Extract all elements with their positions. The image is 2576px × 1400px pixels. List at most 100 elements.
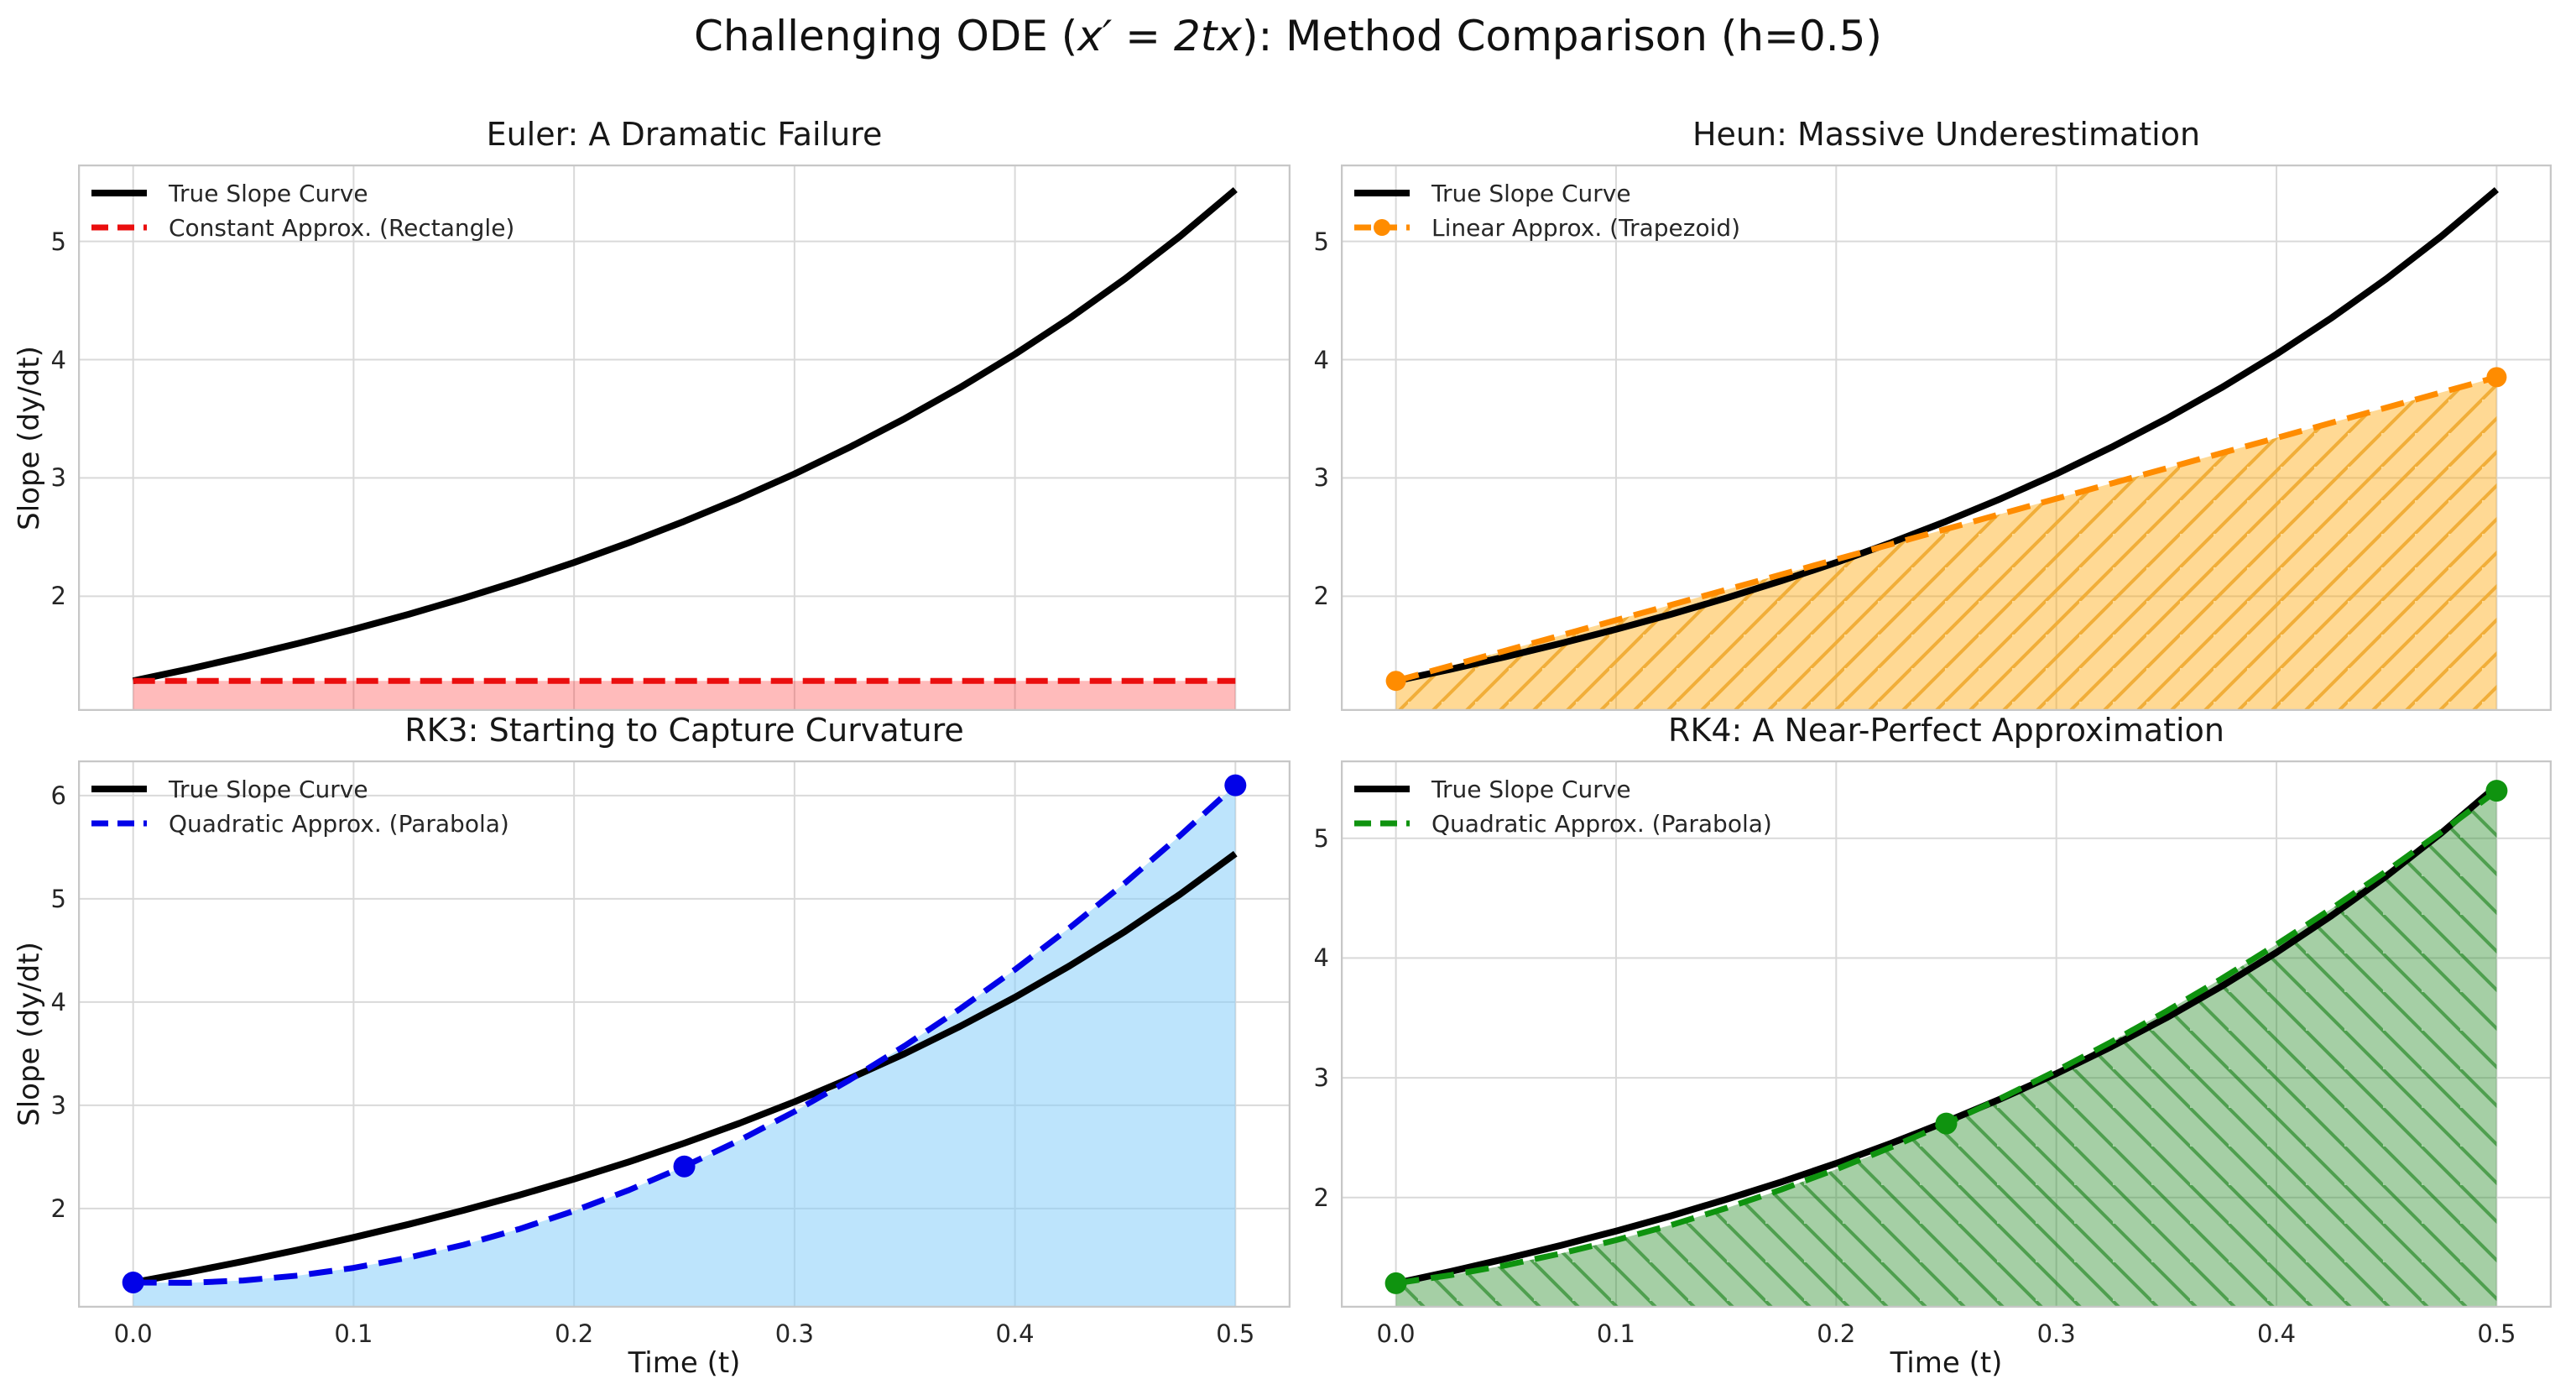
legend-label: True Slope Curve (1431, 775, 1631, 803)
legend-label: True Slope Curve (169, 179, 368, 207)
y-tick-label: 2 (50, 1194, 66, 1223)
marker-dot-rk4 (2485, 780, 2508, 802)
fill-hatch-heun (1395, 377, 2497, 711)
legend-label: Quadratic Approx. (Parabola) (1431, 809, 1772, 838)
chart-svg-euler (78, 165, 1291, 711)
y-tick-label: 4 (50, 345, 66, 374)
legend-item: Constant Approx. (Rectangle) (91, 213, 515, 242)
figure-title: Challenging ODE (x′ = 2tx): Method Compa… (0, 12, 2576, 60)
figure-title-suffix: ): Method Comparison (h=0.5) (1241, 12, 1882, 60)
legend-rk3: True Slope Curve Quadratic Approx. (Parab… (91, 775, 509, 838)
axes-spines (1341, 165, 2552, 711)
legend-item: True Slope Curve (91, 775, 509, 803)
y-tick-label: 4 (1313, 345, 1329, 374)
legend-line-swatch (1354, 180, 1410, 206)
y-tick-label: 3 (1313, 1063, 1329, 1093)
legend-item: Quadratic Approx. (Parabola) (1354, 809, 1772, 838)
fill-region-rk3 (133, 785, 1236, 1308)
legend-line-swatch (91, 810, 147, 837)
axes-spines (78, 165, 1291, 711)
x-axis-label: Time (t) (628, 1346, 741, 1380)
x-tick-label: 0.3 (774, 1319, 814, 1348)
legend-line-swatch (1354, 810, 1410, 837)
marker-dot-rk4 (1935, 1112, 1958, 1135)
x-tick-label: 0.2 (1817, 1319, 1856, 1348)
subplot-euler: Euler: A Dramatic Failure Slope (dy/dt) … (13, 116, 1291, 711)
chart-svg-heun (1341, 165, 2552, 711)
legend-line-swatch (91, 214, 147, 241)
legend-label: Quadratic Approx. (Parabola) (169, 809, 509, 838)
subplot-heun: Heun: Massive Underestimation 2 3 4 5 True S… (1314, 116, 2552, 711)
y-tick-label: 5 (1313, 227, 1329, 256)
true-slope-curve-rk3 (132, 850, 1238, 1286)
subplot-heun-title: Heun: Massive Underestimation (1692, 116, 2201, 153)
plot-area-heun (1341, 165, 2552, 711)
legend-heun: True Slope Curve Linear Approx. (Trapezoi… (1354, 179, 1741, 242)
x-tick-label: 0.0 (113, 1319, 153, 1348)
marker-dot-rk3 (673, 1155, 696, 1178)
legend-label: True Slope Curve (169, 775, 368, 803)
figure-title-prefix: Challenging ODE ( (694, 12, 1078, 60)
plot-area-euler (78, 165, 1291, 711)
legend-item: True Slope Curve (1354, 179, 1740, 207)
y-tick-label: 2 (1313, 1183, 1329, 1212)
x-tick-label: 0.5 (1216, 1319, 1255, 1348)
true-slope-curve-euler (132, 186, 1238, 685)
marker-dot-rk3 (1224, 774, 1247, 797)
legend-label: Linear Approx. (Trapezoid) (1431, 213, 1741, 242)
subplot-rk4-title: RK4: A Near-Perfect Approximation (1668, 712, 2224, 749)
y-tick-label: 4 (1313, 943, 1329, 973)
legend-line-swatch (1354, 214, 1410, 241)
x-tick-label: 0.3 (2036, 1319, 2076, 1348)
y-tick-label: 2 (1313, 582, 1329, 611)
x-tick-label: 0.0 (1376, 1319, 1416, 1348)
x-tick-label: 0.4 (2256, 1319, 2297, 1348)
subplot-euler-title: Euler: A Dramatic Failure (486, 116, 883, 153)
axes-spines (1341, 760, 2552, 1308)
legend-label: Constant Approx. (Rectangle) (169, 213, 515, 242)
legend-line-swatch (91, 180, 147, 206)
chart-svg-rk4 (1341, 760, 2552, 1308)
plot-area-rk3 (78, 760, 1291, 1308)
y-tick-label: 3 (1313, 463, 1329, 493)
legend-item: True Slope Curve (91, 179, 514, 207)
y-tick-label: 6 (50, 781, 66, 810)
x-tick-label: 0.1 (1596, 1319, 1636, 1348)
axes-spines (78, 760, 1291, 1308)
plot-area-rk4 (1341, 760, 2552, 1308)
marker-dot-heun (2486, 367, 2507, 388)
marker-dot-rk3 (122, 1271, 144, 1293)
subplot-rk3-title: RK3: Starting to Capture Curvature (404, 712, 964, 749)
chart-svg-rk3 (78, 760, 1291, 1308)
x-tick-label: 0.4 (995, 1319, 1035, 1348)
x-tick-label: 0.1 (334, 1319, 373, 1348)
legend-euler: True Slope Curve Constant Approx. (Rectan… (91, 179, 515, 242)
legend-line-swatch (1354, 776, 1410, 802)
x-axis-label: Time (t) (1890, 1346, 2003, 1380)
y-tick-label: 3 (50, 1090, 66, 1120)
y-tick-label: 5 (1313, 823, 1329, 853)
true-slope-curve-heun (1395, 186, 2499, 685)
x-tick-label: 0.5 (2477, 1319, 2516, 1348)
y-tick-label: 5 (50, 227, 66, 256)
legend-line-swatch (91, 776, 147, 802)
legend-item: Quadratic Approx. (Parabola) (91, 809, 509, 838)
figure-title-math: x′ = 2tx (1077, 12, 1242, 60)
x-tick-label: 0.2 (555, 1319, 594, 1348)
subplot-rk4: RK4: A Near-Perfect Approximation Time (… (1314, 712, 2552, 1380)
y-tick-label: 5 (50, 884, 66, 913)
legend-label: True Slope Curve (1431, 179, 1631, 207)
legend-rk4: True Slope Curve Quadratic Approx. (Parab… (1354, 775, 1772, 838)
fill-region-euler (133, 681, 1236, 711)
legend-item: True Slope Curve (1354, 775, 1772, 803)
y-tick-label: 3 (50, 463, 66, 493)
subplot-rk3: RK3: Starting to Capture Curvature Slope… (13, 712, 1291, 1380)
y-tick-label: 4 (50, 987, 66, 1016)
legend-item: Linear Approx. (Trapezoid) (1354, 213, 1741, 242)
marker-dot-heun (1385, 671, 1406, 692)
y-tick-label: 2 (50, 582, 66, 611)
approx-curve-heun (1395, 374, 2498, 684)
marker-dot-rk4 (1384, 1272, 1407, 1294)
fill-hatch-rk4 (1395, 791, 2497, 1308)
